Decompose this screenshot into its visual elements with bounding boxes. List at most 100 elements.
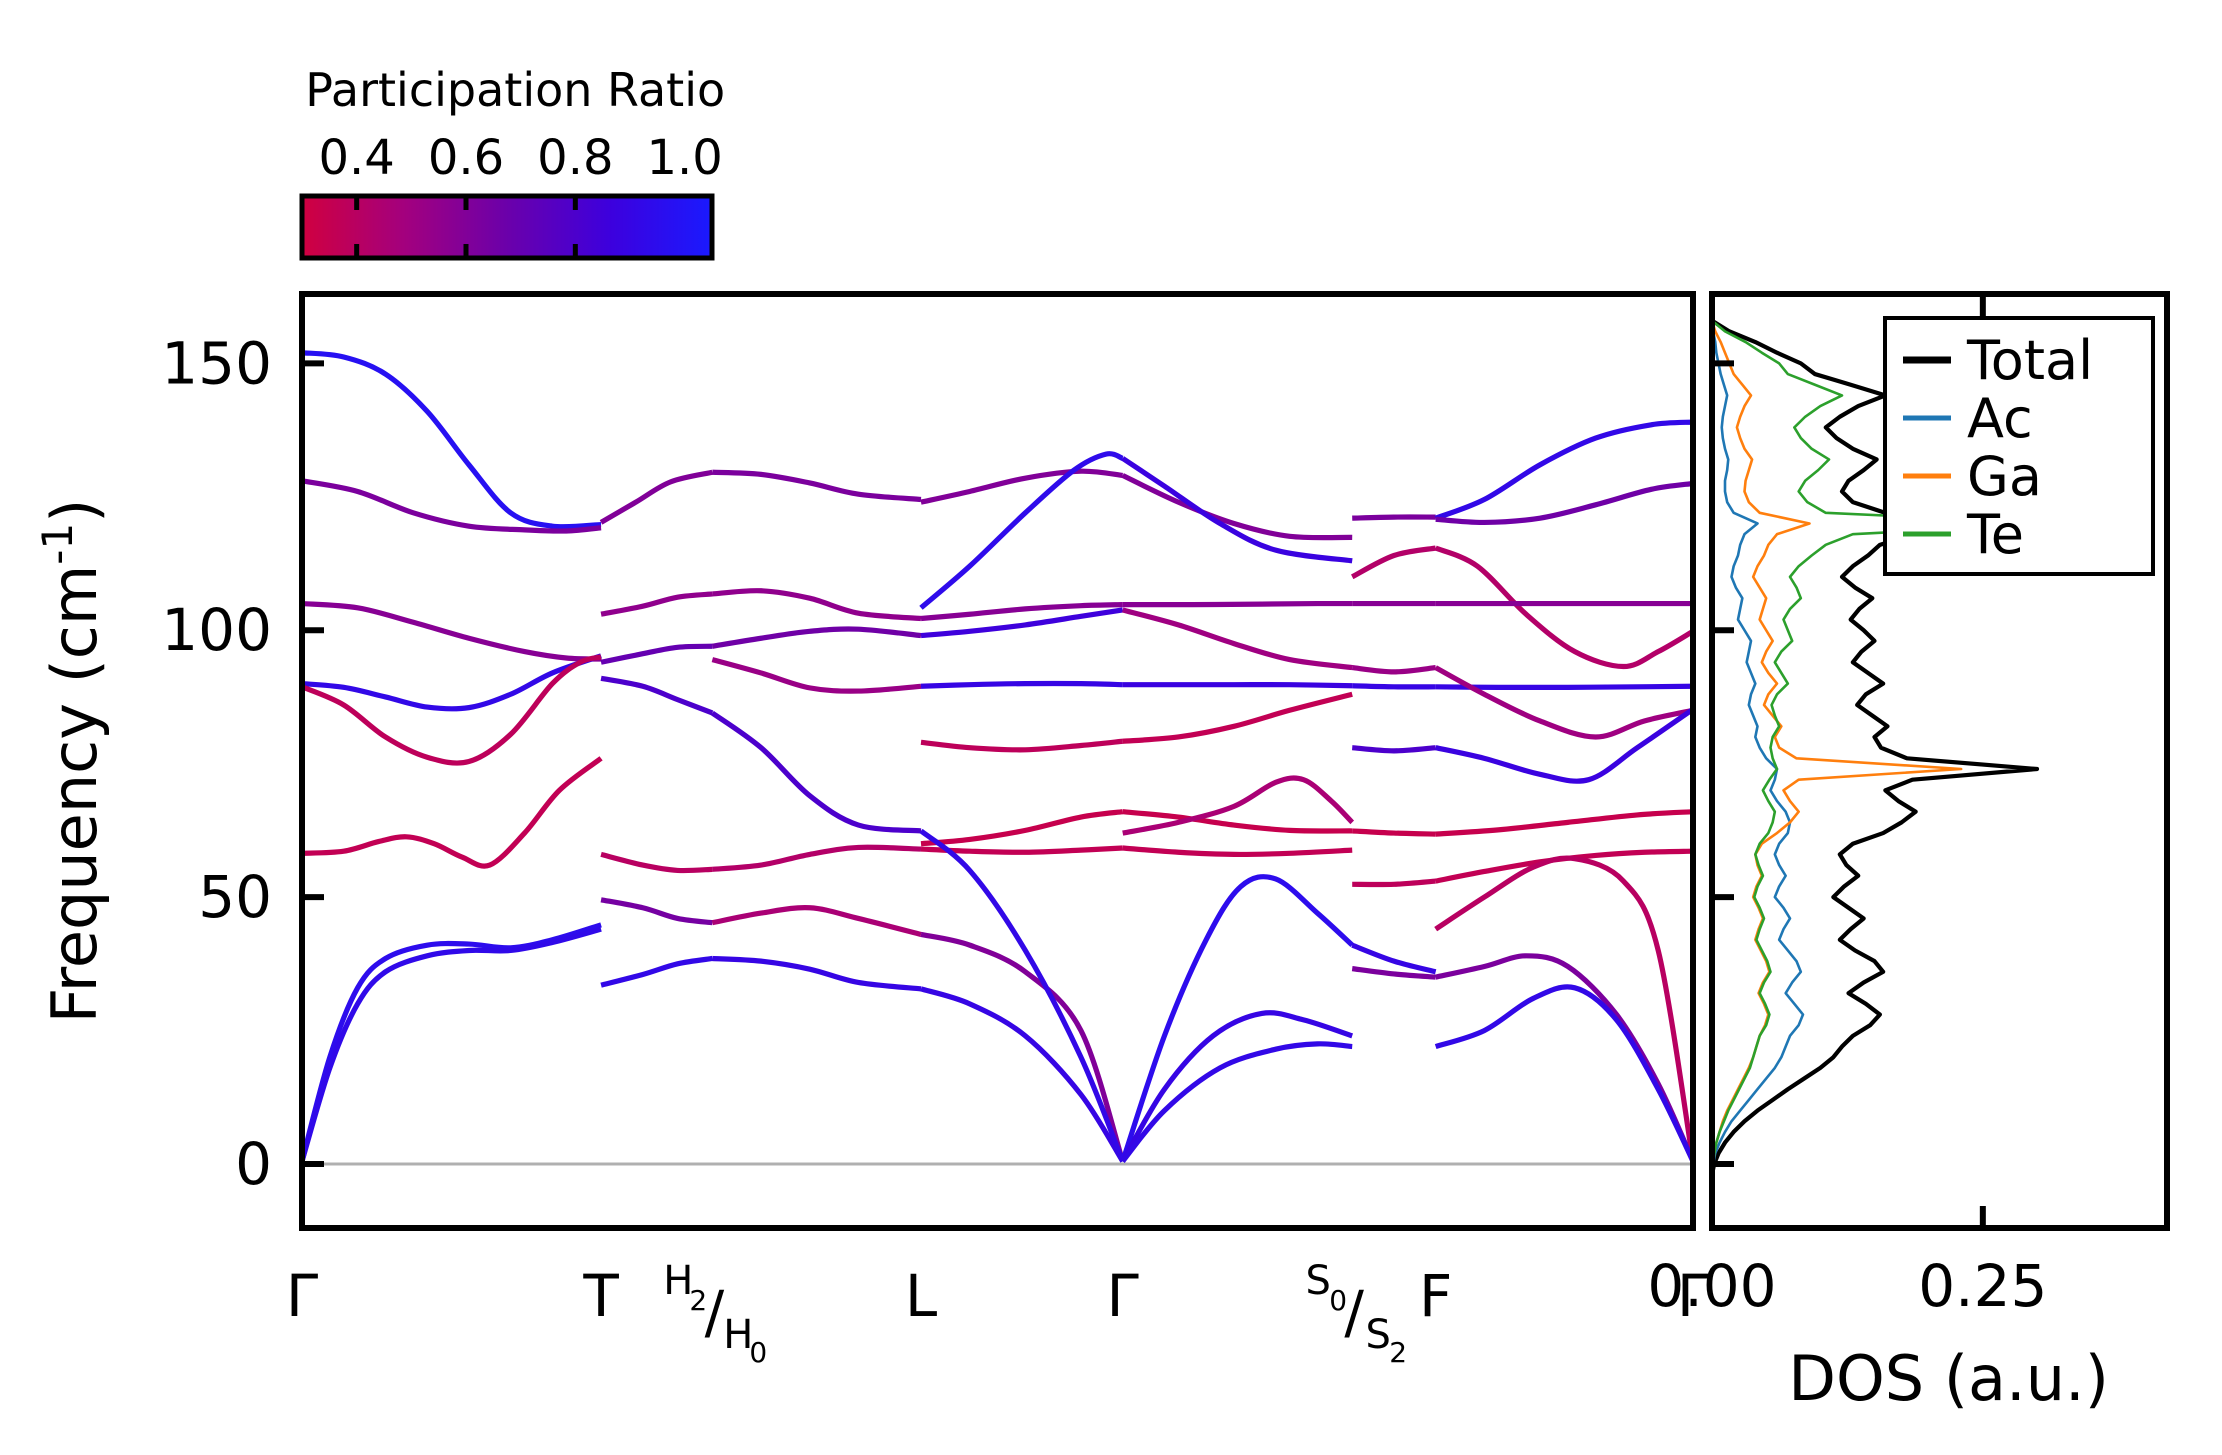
band-line	[920, 986, 1125, 1163]
band-curve	[1434, 855, 1693, 1162]
band-line	[600, 955, 713, 988]
dos-x-tick-label: 0.25	[1918, 1252, 2047, 1320]
band-line	[1122, 600, 1353, 608]
fraction-numerator: S	[1306, 1258, 1331, 1304]
band-curve	[712, 844, 922, 872]
legend-label-ga[interactable]: Ga	[1967, 445, 2042, 508]
band-curve	[1435, 683, 1693, 691]
band-line	[1122, 682, 1353, 689]
band-curve	[1120, 1041, 1353, 1163]
band-line	[919, 828, 1126, 1163]
band-line	[1121, 473, 1353, 541]
dos-series-ac	[1712, 319, 1805, 1219]
band-line	[1122, 691, 1353, 744]
band-line	[600, 643, 713, 665]
band-line	[1122, 775, 1355, 836]
fraction-denominator-sub: 0	[749, 1336, 767, 1369]
legend-label-total[interactable]: Total	[1966, 329, 2093, 392]
band-line	[302, 654, 602, 766]
band-curve	[1121, 473, 1353, 541]
band-curve	[920, 468, 1124, 505]
band-curve	[302, 478, 602, 534]
band-curve	[1352, 828, 1436, 837]
legend-label-ac[interactable]: Ac	[1967, 387, 2033, 450]
band-curve	[1122, 809, 1353, 834]
band-curve	[1120, 874, 1354, 1163]
y-axis-label-text: Frequency (cm-1)	[33, 499, 112, 1024]
band-curve	[302, 653, 602, 712]
band-line	[1350, 545, 1437, 580]
band-line	[1434, 419, 1693, 521]
band-curve	[1352, 514, 1436, 521]
band-line	[302, 653, 602, 712]
band-curve	[710, 710, 922, 834]
band-curve	[1122, 691, 1353, 744]
band-curve	[712, 955, 922, 992]
band-curve	[920, 845, 1123, 855]
band-panel-frame	[299, 291, 1696, 1231]
y-tick-label: 150	[161, 329, 272, 397]
x-tick-label: L	[905, 1262, 937, 1330]
band-line	[919, 451, 1124, 610]
band-curve	[711, 905, 922, 937]
band-line	[302, 926, 602, 1163]
band-line	[1122, 809, 1353, 834]
band-curve	[920, 738, 1123, 753]
band-curve	[712, 469, 922, 503]
band-line	[1351, 665, 1436, 675]
colorbar	[299, 193, 715, 261]
dos-line	[1712, 319, 2060, 1219]
colorbar-tick-label: 0.8	[537, 130, 613, 186]
band-curve	[711, 626, 922, 649]
band-curve	[600, 643, 713, 665]
band-line	[600, 591, 713, 617]
band-line	[920, 607, 1124, 639]
band-curve	[1434, 665, 1693, 740]
band-line	[711, 626, 922, 649]
band-curve	[599, 469, 713, 525]
band-line	[711, 905, 922, 937]
dos-panel-frame	[1709, 291, 2170, 1231]
band-curve	[302, 600, 602, 662]
band-line	[920, 602, 1123, 622]
dos-panel: 0.00 0.25	[1647, 291, 2170, 1320]
band-line	[1435, 809, 1693, 837]
band-curve	[1434, 545, 1693, 670]
band-line	[711, 657, 922, 694]
band-curve	[920, 602, 1123, 622]
band-line	[1434, 665, 1693, 740]
band-curve	[920, 607, 1124, 639]
dos-line	[1712, 319, 1805, 1219]
band-curve	[920, 809, 1124, 847]
y-axis-label: Frequency (cm-1)	[33, 499, 112, 1024]
band-line	[712, 469, 922, 503]
band-line	[1352, 878, 1436, 888]
band-line	[920, 931, 1126, 1163]
y-tick-label: 100	[161, 596, 272, 664]
band-line	[1352, 514, 1436, 521]
band-line	[302, 350, 602, 530]
band-line	[1435, 707, 1693, 784]
fraction-denominator-sub: 2	[1389, 1336, 1407, 1369]
dos-axis-label: DOS (a.u.)	[1788, 1342, 2109, 1415]
y-axis-label-group: Frequency (cm-1)	[33, 499, 112, 1024]
fraction-denominator: S	[1366, 1312, 1391, 1358]
fraction-denominator: H	[723, 1312, 753, 1358]
band-line	[1435, 480, 1693, 526]
band-line	[1120, 1010, 1354, 1163]
dos-x-tick-label: 0.00	[1647, 1252, 1776, 1320]
colorbar-tick-labels: 0.4 0.6 0.8 1.0	[318, 130, 722, 186]
band-line	[599, 469, 713, 525]
band-curve	[1122, 600, 1353, 608]
colorbar-gradient	[299, 193, 715, 261]
legend-label-te[interactable]: Te	[1966, 503, 2024, 566]
band-line	[1434, 855, 1693, 1162]
fraction-numerator-sub: 0	[1329, 1284, 1347, 1317]
band-curve	[302, 756, 603, 869]
band-curve	[919, 828, 1126, 1163]
band-line	[302, 922, 602, 1162]
band-line	[1434, 984, 1693, 1163]
band-line	[920, 809, 1124, 847]
